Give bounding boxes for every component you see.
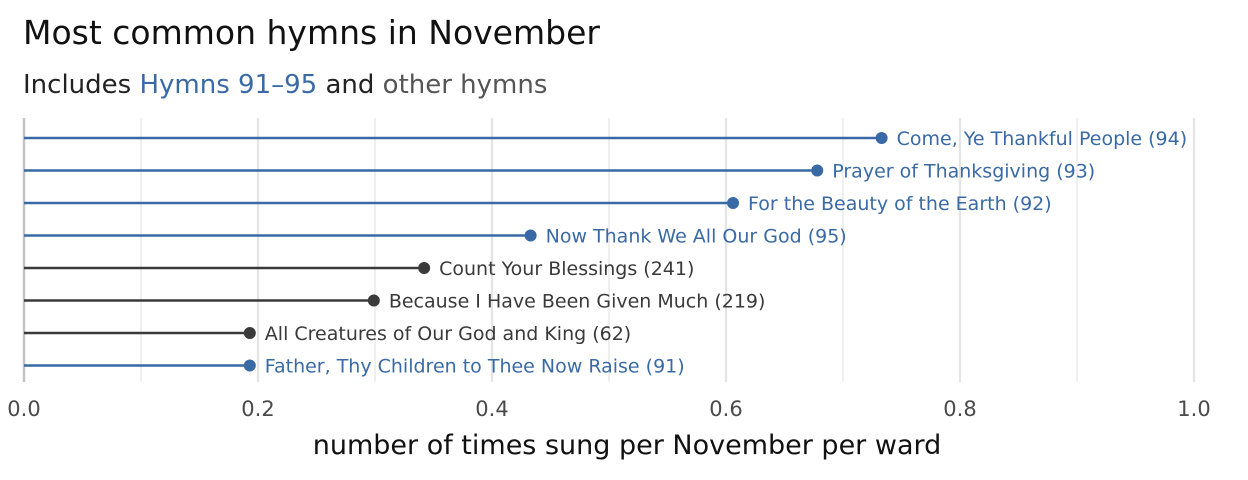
marks-layer: Come, Ye Thankful People (94) Prayer of T… bbox=[24, 128, 1187, 378]
subtitle-prefix: Includes bbox=[23, 70, 139, 100]
lollipop-dot bbox=[243, 359, 256, 372]
lollipop-dot bbox=[727, 197, 740, 209]
point-label: Count Your Blessings (241) bbox=[439, 258, 694, 280]
point-label: For the Beauty of the Earth (92) bbox=[748, 193, 1052, 215]
chart-subtitle: Includes Hymns 91–95 and other hymns bbox=[23, 70, 547, 100]
x-tick-labels: 0.0 0.2 0.4 0.6 0.8 1.0 bbox=[7, 397, 1210, 421]
point-label: Father, Thy Children to Thee Now Raise (… bbox=[265, 356, 685, 378]
subtitle-highlight: Hymns 91–95 bbox=[139, 70, 317, 100]
lollipop-dot bbox=[367, 294, 380, 307]
x-tick-label: 0.6 bbox=[709, 397, 742, 421]
point-label: Because I Have Been Given Much (219) bbox=[389, 291, 766, 313]
lollipop-dot bbox=[243, 327, 256, 339]
point-label: Come, Ye Thankful People (94) bbox=[897, 128, 1188, 150]
lollipop-dot bbox=[811, 164, 824, 177]
chart-title: Most common hymns in November bbox=[23, 13, 600, 52]
lollipop-dot bbox=[524, 229, 537, 242]
point-label: Now Thank We All Our God (95) bbox=[546, 226, 847, 248]
point-label: Prayer of Thanksgiving (93) bbox=[832, 161, 1095, 183]
lollipop-dot bbox=[418, 262, 431, 274]
x-tick-label: 0.2 bbox=[241, 397, 274, 421]
point-label: All Creatures of Our God and King (62) bbox=[265, 323, 631, 345]
x-axis-title: number of times sung per November per wa… bbox=[313, 430, 942, 461]
x-tick-label: 0.0 bbox=[7, 397, 40, 421]
subtitle-middle: and bbox=[317, 70, 382, 100]
x-tick-label: 0.8 bbox=[943, 397, 976, 421]
lollipop-dot bbox=[875, 132, 888, 144]
x-tick-label: 1.0 bbox=[1177, 397, 1210, 421]
grid-layer bbox=[22, 118, 1196, 382]
subtitle-other: other hymns bbox=[383, 70, 548, 100]
x-tick-label: 0.4 bbox=[475, 397, 508, 421]
